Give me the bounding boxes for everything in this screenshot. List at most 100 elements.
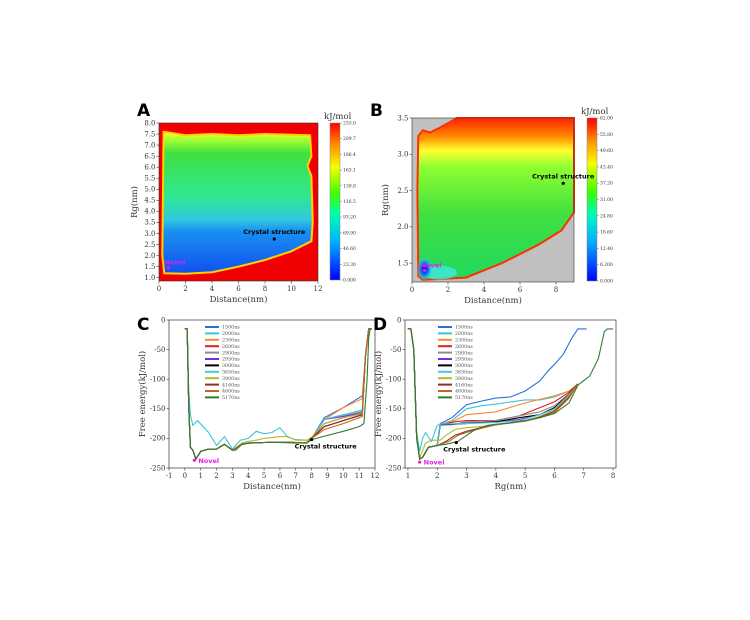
x-tick-label: 7: [582, 472, 586, 480]
plot-frame: [404, 319, 617, 469]
colorbar-tick-label: 0.000: [600, 279, 613, 285]
colorbar: kJ/mol 0.000 6.200 12.40 18.60 24.80 31.00 37.2…: [581, 107, 613, 285]
legend-label: 3000ns: [222, 363, 240, 369]
y-axis-label: Rg(nm): [380, 184, 391, 216]
x-tick-label: 9: [325, 472, 329, 480]
series-line-5170ns: [407, 328, 614, 461]
colorbar-tick-label: 6.200: [600, 262, 613, 268]
colorbar-tick-label: 12.40: [600, 246, 613, 252]
colorbar-tick-label: 43.40: [600, 164, 613, 170]
x-tick-label: 6: [236, 285, 241, 293]
y-tick-label: 3.0: [397, 151, 408, 159]
y-tick-label: 2.0: [144, 252, 155, 260]
colorbar-tick-label: 93.20: [343, 215, 356, 221]
y-tick-label: 7.0: [144, 141, 155, 149]
y-tick-label: 4.5: [144, 197, 155, 205]
series-line-3650ns: [407, 328, 579, 461]
legend-label: 5170ns: [222, 395, 240, 401]
y-tick-label: 1.0: [144, 274, 155, 282]
x-tick-label: 5: [262, 472, 266, 480]
series-line-5170ns: [184, 328, 372, 461]
y-tick-label: 4.0: [144, 208, 155, 216]
x-tick-label: 0: [410, 286, 414, 294]
heatmap: [159, 123, 318, 281]
heatmap: [412, 117, 575, 282]
colorbar-tick-label: 55.80: [600, 132, 613, 138]
panel-letter: C: [137, 315, 149, 335]
colorbar-unit: kJ/mol: [581, 107, 609, 117]
legend-label: 3650ns: [455, 370, 473, 376]
colorbar-tick-label: 116.5: [343, 199, 356, 205]
legend-label: 2600ns: [455, 344, 473, 350]
x-tick-label: 3: [230, 472, 234, 480]
y-axis-label: Rg(nm): [129, 186, 140, 218]
legend-label: 3900ns: [222, 376, 240, 382]
series-line-2900ns: [407, 328, 579, 461]
legend-label: 2950ns: [222, 357, 240, 363]
legend: 1500ns2000ns2300ns2600ns2900ns2950ns3000…: [438, 325, 473, 401]
y-tick-label: 1.5: [144, 263, 155, 271]
series-line-4160ns: [407, 328, 579, 461]
y-tick-label: 2.5: [397, 187, 408, 195]
x-tick-label: 12: [371, 472, 380, 480]
novel-marker: [166, 266, 170, 270]
y-tick-label: 2.0: [397, 223, 408, 231]
crystal-structure-label: Crystal structure: [532, 172, 595, 180]
y-tick-label: -150: [150, 405, 166, 413]
crystal-structure-label: Crystal structure: [295, 443, 358, 451]
colorbar-tick-label: 31.00: [600, 197, 613, 203]
legend-label: 1500ns: [222, 325, 240, 331]
axes: 0 2 4 6 8 10 12 1.0 1.5 2.0 2.5 3.0 3.5 4.0 4.5 5.0 5.5 6…: [129, 119, 322, 305]
x-axis-label: Rg(nm): [494, 481, 526, 492]
x-tick-label: 8: [611, 472, 615, 480]
legend-label: 2000ns: [222, 331, 240, 337]
legend-label: 3000ns: [455, 363, 473, 369]
crystal-structure-marker: [310, 437, 314, 442]
series-line-4600ns: [407, 328, 579, 461]
x-axis-label: Distance(nm): [210, 294, 268, 305]
novel-label: Novel: [164, 259, 185, 267]
x-tick-label: 2: [435, 472, 439, 480]
y-axis-label: Free energy(kJ/mol): [373, 351, 384, 438]
novel-marker: [423, 268, 427, 272]
x-tick-label: 12: [314, 285, 323, 293]
x-axis-label: Distance(nm): [464, 295, 522, 306]
y-tick-label: -250: [386, 464, 402, 472]
colorbar-tick-label: 69.90: [343, 230, 356, 236]
novel-label: Novel: [198, 457, 219, 465]
y-tick-label: 5.0: [144, 186, 155, 194]
y-tick-label: 2.5: [144, 241, 155, 249]
x-tick-label: 8: [554, 286, 558, 294]
x-tick-label: 1: [406, 472, 410, 480]
x-tick-label: 6: [278, 472, 283, 480]
x-tick-label: 7: [294, 472, 298, 480]
x-tick-label: 10: [339, 472, 348, 480]
colorbar-tick-label: 46.60: [343, 246, 356, 252]
crystal-structure-label: Crystal structure: [243, 228, 306, 236]
crystal-structure-marker: [272, 237, 276, 241]
y-tick-label: 0: [397, 316, 401, 324]
colorbar-tick-label: 186.4: [343, 152, 356, 158]
colorbar: kJ/mol 0.000 23.30 46.60 69.90 93.20 116.5 139.…: [324, 112, 356, 284]
panel-letter: D: [373, 315, 387, 335]
colorbar-tick-label: 0.000: [343, 278, 356, 284]
crystal-structure-label: Crystal structure: [443, 446, 506, 454]
x-tick-label: 4: [246, 472, 251, 480]
legend-label: 3650ns: [222, 370, 240, 376]
x-tick-label: 1: [198, 472, 202, 480]
axes: 0 2 4 6 8 1.5 2.0 2.5 3.0 3.5 Distance(nm) Rg(nm): [380, 114, 558, 306]
x-tick-label: 6: [552, 472, 557, 480]
colorbar-tick-label: 23.30: [343, 262, 356, 268]
y-tick-label: 5.5: [144, 175, 155, 183]
series-line-2600ns: [407, 328, 579, 461]
plot-frame: [168, 319, 376, 469]
x-tick-label: 2: [214, 472, 218, 480]
colorbar-tick-label: 24.80: [600, 213, 613, 219]
x-tick-label: 4: [494, 472, 499, 480]
series-line-2300ns: [407, 328, 579, 461]
novel-marker: [192, 458, 196, 462]
legend-label: 4160ns: [222, 382, 240, 388]
